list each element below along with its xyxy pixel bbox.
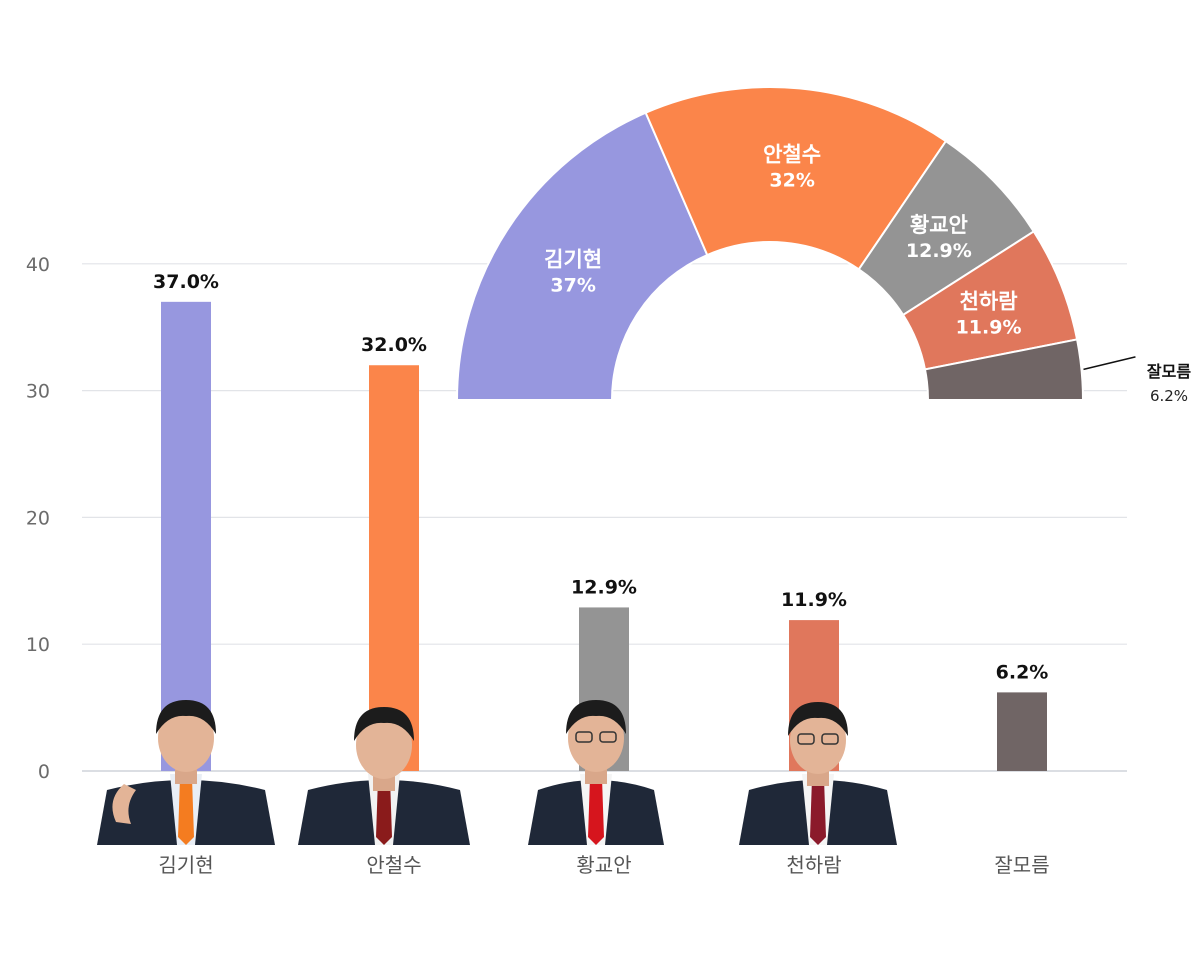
- half-donut-chart: 김기현 37% 안철수 32% 황교안 12.9% 천하람 11.9% 잘모름 6.2%: [455, 86, 1191, 405]
- x-category-label: 천하람: [786, 853, 841, 877]
- y-tick-label: 0: [38, 761, 50, 783]
- slice-value-label: 12.9%: [906, 240, 972, 262]
- slice-name-label: 황교안: [910, 213, 968, 237]
- x-category-label: 김기현: [158, 853, 213, 877]
- slice-value-label: 37%: [550, 275, 595, 297]
- donut-slice-1: [644, 86, 948, 271]
- slice-value-label: 6.2%: [1150, 387, 1188, 405]
- y-tick-label: 30: [26, 381, 50, 403]
- portraits-layer: [97, 700, 897, 845]
- x-category-label: 황교안: [576, 853, 631, 877]
- slice-name-label: 천하람: [960, 289, 1018, 313]
- bar-1: [369, 365, 419, 771]
- bar-value-label: 32.0%: [361, 334, 427, 356]
- bar-value-label: 37.0%: [153, 271, 219, 293]
- bar-value-label: 11.9%: [781, 589, 847, 611]
- bar-4: [997, 692, 1047, 771]
- slice-name-label: 안철수: [763, 143, 821, 167]
- x-category-label: 안철수: [366, 853, 421, 877]
- bar-0: [161, 301, 211, 771]
- donut-slice-0: [455, 111, 709, 401]
- slice-leader-line: [1083, 356, 1136, 371]
- donut-slice-4: [923, 338, 1085, 401]
- slice-value-label: 32%: [769, 170, 814, 192]
- slice-name-label: 잘모름: [1147, 362, 1191, 381]
- y-tick-label: 20: [26, 507, 50, 529]
- x-category-label: 잘모름: [994, 853, 1049, 877]
- y-tick-label: 10: [26, 634, 50, 656]
- bar-value-label: 12.9%: [571, 576, 637, 598]
- slice-name-label: 김기현: [544, 248, 602, 272]
- bar-value-label: 6.2%: [996, 661, 1049, 683]
- person-photo-icon: [528, 700, 664, 845]
- person-photo-icon: [739, 702, 897, 845]
- slice-value-label: 11.9%: [956, 316, 1022, 338]
- person-photo-icon: [298, 707, 470, 845]
- person-photo-icon: [97, 700, 275, 845]
- y-tick-label: 40: [26, 254, 50, 276]
